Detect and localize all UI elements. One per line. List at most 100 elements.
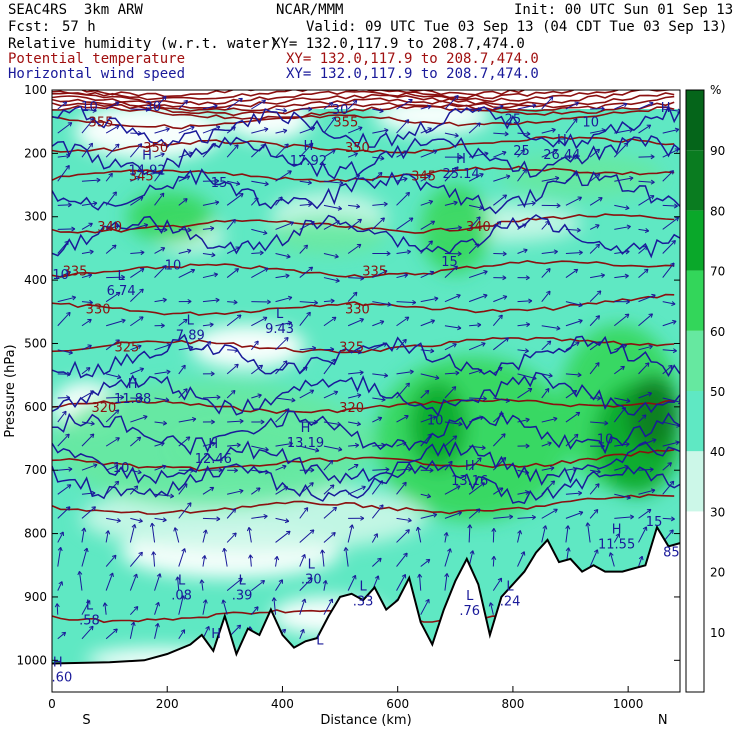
wind-arrow [565, 250, 583, 256]
wind-arrow [323, 532, 336, 543]
wind-arrow [396, 217, 414, 230]
wind-arrow [541, 203, 561, 209]
wind-arrow [178, 175, 191, 182]
wind-arrow-head [453, 265, 458, 271]
wind-arrow-shaft [178, 99, 188, 110]
wind-arrow-head [668, 364, 673, 370]
wind-arrow-head [121, 318, 126, 324]
wind-arrow-head [166, 369, 171, 375]
wind-arrow [105, 125, 120, 134]
wind-arrow [81, 421, 95, 426]
wind-arrow-shaft [323, 348, 334, 351]
wind-arrow-shaft [202, 529, 207, 543]
wind-arrow-head [181, 548, 187, 553]
extremum-value: .76 [459, 604, 480, 619]
wind-arrow-shaft [469, 152, 489, 158]
wind-arrow-head [328, 102, 334, 107]
wind-arrow [468, 415, 484, 423]
wind-arrow [662, 348, 677, 354]
wind-arrow-head [355, 174, 361, 179]
colorbar-swatch [686, 270, 704, 331]
y-tick-label: 600 [24, 400, 47, 414]
wind-arrow [299, 598, 307, 615]
wind-arrow [638, 414, 647, 423]
wind-arrow-head [66, 484, 72, 489]
wind-arrow-head [133, 606, 139, 611]
wind-arrow-head [116, 518, 121, 523]
wind-arrow [105, 554, 117, 567]
wind-arrow-head [282, 360, 288, 365]
wind-arrow-shaft [226, 97, 243, 110]
wind-arrow-shaft [202, 201, 219, 206]
wind-arrow-shaft [396, 441, 407, 447]
wind-arrow-head [201, 555, 207, 560]
wind-arrow-shaft [275, 408, 290, 423]
wind-arrow-shaft [638, 362, 650, 375]
wind-arrow-shaft [662, 108, 680, 112]
wind-arrow-head [183, 483, 188, 488]
wind-arrow-shaft [371, 480, 383, 495]
wind-arrow-head [210, 371, 215, 377]
wind-arrow-shaft [57, 165, 70, 182]
wind-arrow [517, 168, 527, 182]
wind-arrow [154, 323, 165, 329]
wind-arrow-shaft [57, 547, 62, 567]
wind-arrow-head [183, 99, 189, 105]
wind-arrow [57, 164, 70, 182]
wind-arrow-head [186, 248, 192, 254]
wind-arrow [130, 469, 142, 475]
wind-arrow [347, 291, 358, 302]
wind-arrow-head [576, 227, 581, 233]
wind-arrow-shaft [589, 197, 603, 206]
wind-arrow [275, 107, 287, 113]
wind-arrow-head [457, 225, 462, 231]
wind-arrow [417, 573, 423, 591]
wind-arrow-shaft [614, 250, 630, 254]
wind-arrow [565, 154, 579, 160]
wind-arrow-shaft [323, 220, 340, 230]
wind-arrow [638, 467, 654, 473]
wind-arrow [299, 445, 320, 453]
wind-arrow [178, 198, 188, 206]
wind-arrow-shaft [154, 442, 165, 447]
wind-arrow [469, 396, 487, 402]
wind-arrow-shaft [444, 532, 448, 543]
wind-arrow [154, 369, 171, 375]
wind-arrow [614, 175, 634, 182]
wind-arrow-head [498, 314, 503, 320]
wind-arrow-shaft [517, 132, 531, 135]
wind-arrow-head [601, 128, 606, 134]
wind-arrow [105, 172, 113, 182]
wind-arrow-head [458, 421, 463, 427]
wind-arrow-shaft [251, 144, 265, 158]
wind-arrow [517, 149, 525, 158]
y-tick-label: 400 [24, 273, 47, 287]
wind-arrow [396, 249, 411, 255]
wind-arrow [81, 318, 92, 327]
wind-arrow-head [648, 313, 654, 318]
wind-speed-line [52, 410, 680, 456]
wind-arrow [371, 217, 385, 230]
wind-arrow-shaft [662, 204, 678, 207]
wind-arrow [178, 268, 196, 279]
wind-arrow-shaft [420, 493, 431, 498]
wind-arrow [396, 466, 413, 472]
wind-arrow [275, 397, 296, 403]
extremum-marker: H [456, 152, 466, 167]
wind-arrow-shaft [662, 262, 675, 278]
wind-arrow-shaft [638, 195, 655, 206]
wind-arrow-shaft [541, 96, 554, 110]
wind-arrow [420, 433, 432, 447]
wind-arrow [517, 551, 526, 567]
wind-arrow [541, 508, 558, 519]
wind-arrow [614, 127, 634, 134]
wind-arrow [662, 364, 673, 375]
wind-arrow [178, 125, 195, 134]
wind-arrow-shaft [130, 268, 145, 278]
wind-arrow-head [432, 512, 438, 518]
wind-arrow-shaft [347, 243, 362, 254]
wind-arrow-head [524, 348, 529, 354]
wind-arrow [129, 143, 143, 158]
wind-arrow-shaft [444, 548, 451, 567]
wind-arrow [81, 177, 101, 183]
